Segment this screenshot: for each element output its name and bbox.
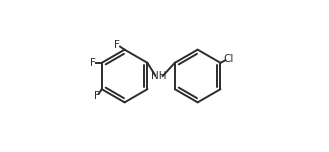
Text: F: F [94, 91, 100, 101]
Text: F: F [114, 40, 120, 50]
Text: Cl: Cl [224, 54, 234, 64]
Text: F: F [90, 58, 96, 68]
Text: NH: NH [151, 71, 167, 81]
